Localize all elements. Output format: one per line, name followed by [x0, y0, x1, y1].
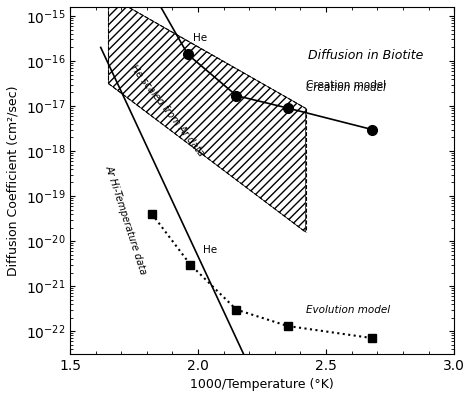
Y-axis label: Diffusion Coefficient (cm²/sec): Diffusion Coefficient (cm²/sec): [7, 85, 20, 275]
Text: Creation model: Creation model: [305, 83, 386, 93]
Text: He: He: [203, 245, 217, 255]
Text: Diffusion in Biotite: Diffusion in Biotite: [308, 49, 423, 62]
Text: He: He: [193, 33, 207, 43]
Text: He scaled from Ar data: He scaled from Ar data: [128, 63, 206, 158]
X-axis label: 1000/Temperature (°K): 1000/Temperature (°K): [190, 378, 334, 391]
Text: Evolution model: Evolution model: [305, 304, 390, 315]
Text: Ar Hi-Temperature data: Ar Hi-Temperature data: [104, 164, 149, 275]
Text: Creation model: Creation model: [305, 80, 386, 90]
